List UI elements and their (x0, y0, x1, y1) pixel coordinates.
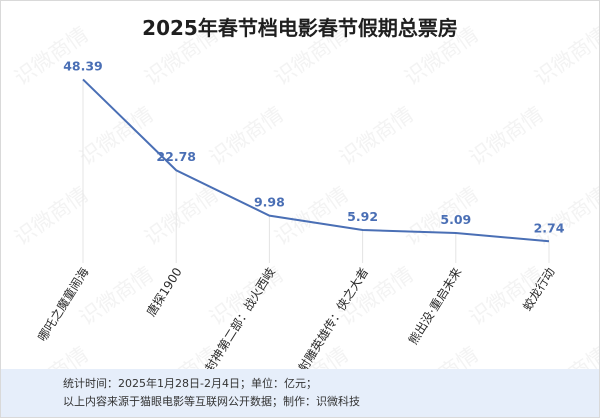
watermark-text: 识微商情 (140, 182, 223, 250)
data-label: 22.78 (156, 149, 196, 164)
value-labels: 48.39 22.78 9.98 5.92 5.09 2.74 (63, 58, 564, 235)
watermark-text: 识微商情 (595, 102, 599, 170)
data-label: 5.09 (440, 212, 471, 227)
footer: 统计时间：2025年1月28日-2月4日；单位：亿元； 以上内容来源于猫眼电影等… (1, 369, 599, 417)
watermark-text: 识微商情 (465, 102, 548, 170)
data-label: 5.92 (347, 209, 378, 224)
data-label: 48.39 (63, 58, 103, 73)
footer-source: 以上内容来源于猫眼电影等互联网公开数据；制作：识微科技 (63, 395, 360, 408)
data-label: 9.98 (254, 195, 285, 210)
watermark-text: 识微商情 (205, 102, 288, 170)
data-label: 2.74 (534, 220, 565, 235)
drop-lines (82, 79, 550, 263)
watermark-text: 识微商情 (270, 182, 353, 250)
chart-title: 2025年春节档电影春节假期总票房 (142, 16, 458, 40)
watermark-text: 识微商情 (530, 22, 599, 90)
watermark-text: 识微商情 (595, 262, 599, 330)
series-line (82, 78, 550, 243)
watermark-text: 识微商情 (10, 182, 93, 250)
footer-stat-period: 统计时间：2025年1月28日-2月4日；单位：亿元； (63, 377, 317, 390)
watermark-text: 识微商情 (10, 22, 93, 90)
watermark-text: 识微商情 (335, 102, 418, 170)
